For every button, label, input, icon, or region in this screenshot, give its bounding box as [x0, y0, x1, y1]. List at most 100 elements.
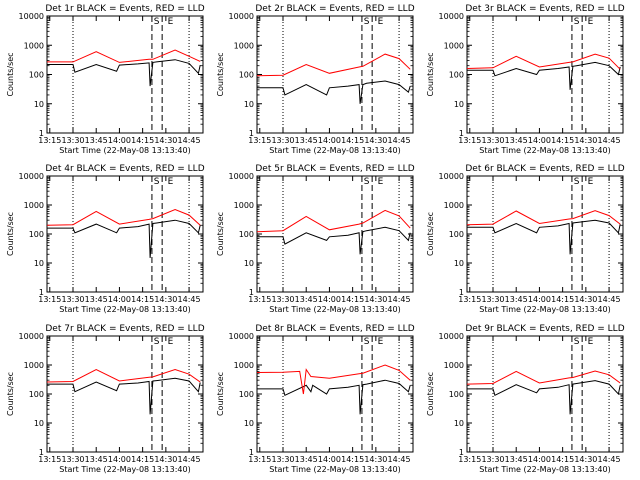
- events-series-line: [467, 380, 621, 415]
- y-tick-label: 1: [459, 448, 464, 457]
- x-axis-label: Start Time (22-May-08 13:13:40): [479, 146, 610, 155]
- marker-s-label: S: [574, 177, 580, 187]
- lld-series-line: [46, 208, 201, 226]
- panel-title: Det 5r BLACK = Events, RED = LLD: [255, 164, 414, 174]
- y-tick-label: 1: [249, 288, 254, 297]
- panel-det-2: Det 2r BLACK = Events, RED = LLD 1 10 100 10…: [216, 4, 415, 155]
- marker-s-label: S: [364, 17, 370, 27]
- y-tick-label: 100: [29, 230, 44, 239]
- x-axis-label: Start Time (22-May-08 13:13:40): [269, 465, 400, 474]
- x-tick-label: 14:45: [388, 136, 411, 145]
- marker-s-label: S: [154, 17, 160, 27]
- x-tick-label: 13:45: [505, 455, 528, 464]
- x-tick-label: 13:15: [248, 455, 271, 464]
- y-tick-label: 1000: [444, 201, 464, 210]
- lld-series-line: [46, 368, 201, 383]
- x-axis-label: Start Time (22-May-08 13:13:40): [59, 465, 190, 474]
- panel-det-6: Det 6r BLACK = Events, RED = LLD 1 10 100 10…: [426, 164, 625, 314]
- y-tick-label: 1000: [444, 41, 464, 50]
- panel-title: Det 3r BLACK = Events, RED = LLD: [465, 4, 624, 14]
- x-tick-label: 14:00: [528, 295, 551, 304]
- panel-title: Det 8r BLACK = Events, RED = LLD: [255, 324, 414, 334]
- plot-frame: [466, 175, 624, 293]
- x-tick-label: 14:15: [131, 136, 154, 145]
- x-tick-label: 13:30: [271, 295, 294, 304]
- panel-title: Det 1r BLACK = Events, RED = LLD: [45, 4, 204, 14]
- y-tick-label: 100: [239, 230, 254, 239]
- y-tick-label: 1: [39, 448, 44, 457]
- lld-series-line: [466, 210, 621, 226]
- x-tick-label: 13:45: [85, 455, 108, 464]
- x-axis-label: Start Time (22-May-08 13:13:40): [59, 146, 190, 155]
- marker-e-label: E: [588, 17, 594, 27]
- x-axis-label: Start Time (22-May-08 13:13:40): [59, 305, 190, 314]
- marker-s-label: S: [364, 337, 370, 347]
- y-tick-label: 10000: [439, 332, 464, 341]
- y-tick-label: 10: [244, 419, 254, 428]
- x-tick-label: 14:45: [598, 136, 621, 145]
- x-tick-label: 13:30: [271, 136, 294, 145]
- plot-frame: [46, 15, 204, 134]
- x-tick-label: 14:15: [341, 455, 364, 464]
- y-tick-label: 100: [239, 71, 254, 80]
- x-tick-label: 14:30: [154, 136, 177, 145]
- marker-s-label: S: [574, 17, 580, 27]
- x-tick-label: 14:15: [131, 455, 154, 464]
- x-tick-label: 14:00: [318, 295, 341, 304]
- x-tick-label: 14:15: [341, 136, 364, 145]
- y-tick-label: 10000: [439, 172, 464, 181]
- x-tick-label: 14:30: [364, 295, 387, 304]
- x-tick-label: 14:45: [178, 136, 201, 145]
- x-tick-label: 13:45: [85, 295, 108, 304]
- y-axis-label: Counts/sec: [6, 212, 15, 256]
- x-tick-label: 13:30: [271, 455, 294, 464]
- events-series-line: [467, 219, 621, 255]
- x-axis-label: Start Time (22-May-08 13:13:40): [479, 465, 610, 474]
- x-tick-label: 14:30: [364, 136, 387, 145]
- y-tick-label: 10: [244, 259, 254, 268]
- panel-det-1: Det 1r BLACK = Events, RED = LLD 1 10 100 10…: [6, 4, 205, 155]
- y-axis-label: Counts/sec: [6, 52, 15, 96]
- panel-title: Det 9r BLACK = Events, RED = LLD: [465, 324, 624, 334]
- x-tick-label: 14:00: [528, 136, 551, 145]
- events-series-line: [47, 377, 201, 415]
- plot-frame: [466, 335, 624, 453]
- x-tick-label: 14:15: [341, 295, 364, 304]
- x-axis-label: Start Time (22-May-08 13:13:40): [269, 305, 400, 314]
- x-tick-label: 13:45: [295, 455, 318, 464]
- x-tick-label: 13:30: [481, 136, 504, 145]
- y-tick-label: 10000: [19, 332, 44, 341]
- events-series-line: [47, 59, 201, 87]
- y-tick-label: 1: [459, 288, 464, 297]
- lld-series-line: [466, 370, 621, 385]
- marker-s-label: S: [154, 177, 160, 187]
- panel-title: Det 7r BLACK = Events, RED = LLD: [45, 324, 204, 334]
- y-axis-label: Counts/sec: [6, 372, 15, 416]
- y-tick-label: 10000: [229, 12, 254, 21]
- y-axis-label: Counts/sec: [426, 372, 435, 416]
- x-tick-label: 14:15: [551, 136, 574, 145]
- y-tick-label: 100: [29, 390, 44, 399]
- panel-det-4: Det 4r BLACK = Events, RED = LLD 1 10 100 10…: [6, 164, 205, 314]
- events-series-line: [467, 61, 621, 90]
- x-tick-label: 13:15: [38, 455, 61, 464]
- lld-series-line: [47, 49, 201, 63]
- x-tick-label: 14:45: [178, 295, 201, 304]
- events-series-line: [47, 219, 201, 258]
- x-tick-label: 13:15: [458, 136, 481, 145]
- x-tick-label: 14:15: [551, 455, 574, 464]
- y-axis-label: Counts/sec: [426, 52, 435, 96]
- x-tick-label: 14:00: [108, 295, 131, 304]
- y-tick-label: 10: [454, 100, 464, 109]
- panel-title: Det 6r BLACK = Events, RED = LLD: [465, 164, 624, 174]
- y-tick-label: 10: [34, 259, 44, 268]
- plot-frame: [256, 175, 414, 293]
- plot-frame: [256, 15, 414, 134]
- y-tick-label: 100: [29, 71, 44, 80]
- x-tick-label: 13:45: [505, 136, 528, 145]
- y-tick-label: 1000: [24, 361, 44, 370]
- x-axis-label: Start Time (22-May-08 13:13:40): [479, 305, 610, 314]
- x-tick-label: 13:15: [458, 295, 481, 304]
- y-axis-label: Counts/sec: [216, 372, 225, 416]
- lld-series-line: [466, 53, 621, 70]
